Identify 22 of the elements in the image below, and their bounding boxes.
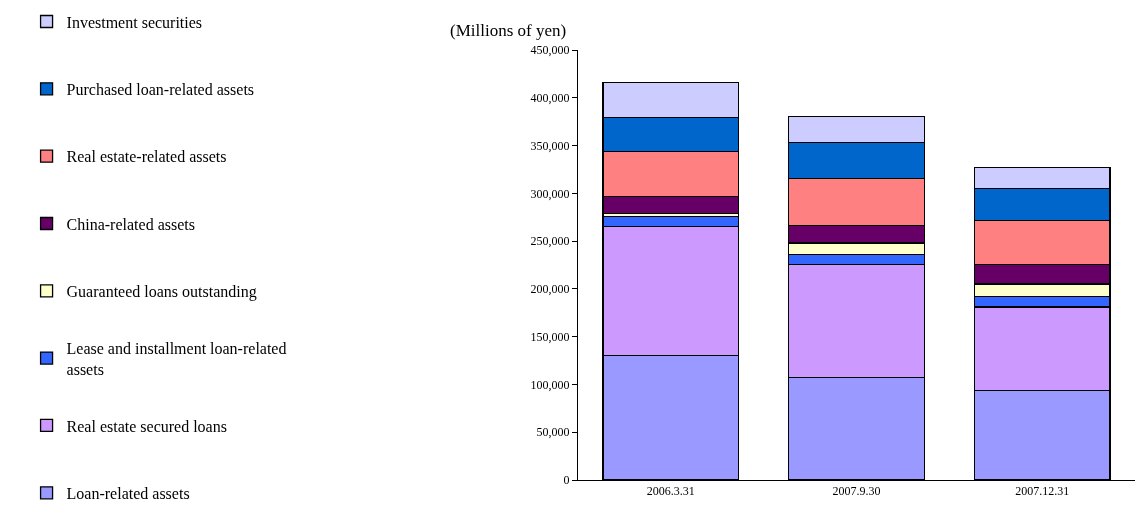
y-tick-label: 200,000	[530, 282, 570, 297]
legend-label: Loan-related assets	[66, 485, 190, 503]
y-axis-title: (Millions of yen)	[450, 21, 567, 40]
y-tick-label: 50,000	[536, 425, 570, 440]
x-tick-label: 2006.3.31	[646, 484, 695, 499]
y-tick-label: 450,000	[530, 43, 570, 58]
legend-label: Lease and installment loan-related assets	[66, 339, 287, 378]
y-tick-label: 0	[563, 473, 570, 488]
y-tick-label: 150,000	[530, 329, 570, 344]
y-tick-label: 350,000	[530, 138, 570, 153]
y-tick-label: 250,000	[530, 234, 570, 249]
legend-label: Real estate secured loans	[66, 417, 227, 435]
legend-label: Purchased loan-related assets	[66, 81, 255, 99]
y-tick-label: 300,000	[530, 186, 570, 201]
y-tick-label: 400,000	[530, 90, 570, 105]
x-tick-label: 2007.12.31	[1015, 484, 1070, 499]
legend-label: Guaranteed loans outstanding	[66, 283, 257, 302]
x-tick-label: 2007.9.30	[832, 484, 881, 499]
legend-label: Investment securities	[66, 13, 203, 31]
legend-label: China-related assets	[66, 215, 195, 233]
y-tick-label: 100,000	[530, 377, 570, 392]
legend-label: Real estate-related assets	[66, 148, 227, 166]
